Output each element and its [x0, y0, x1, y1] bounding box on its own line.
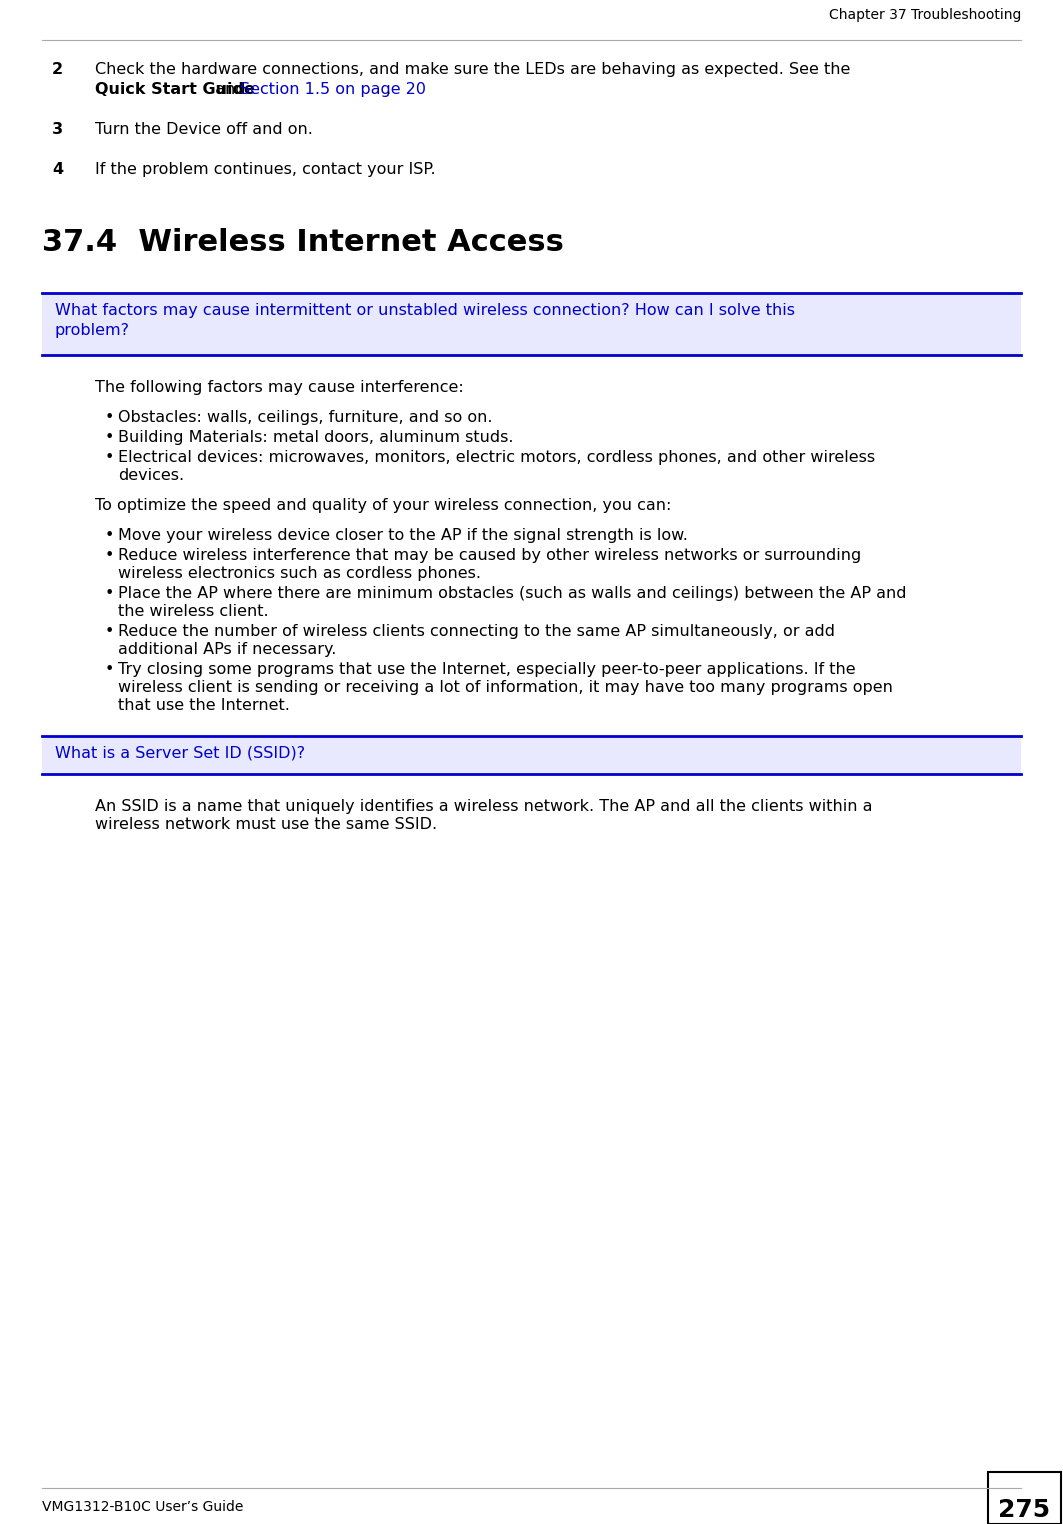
Text: that use the Internet.: that use the Internet. [118, 698, 290, 713]
Text: If the problem continues, contact your ISP.: If the problem continues, contact your I… [95, 162, 436, 177]
Text: What is a Server Set ID (SSID)?: What is a Server Set ID (SSID)? [55, 747, 305, 760]
Text: the wireless client.: the wireless client. [118, 604, 269, 619]
Text: Chapter 37 Troubleshooting: Chapter 37 Troubleshooting [829, 8, 1020, 21]
Text: Obstacles: walls, ceilings, furniture, and so on.: Obstacles: walls, ceilings, furniture, a… [118, 410, 492, 425]
Text: wireless network must use the same SSID.: wireless network must use the same SSID. [95, 817, 437, 832]
Text: Reduce wireless interference that may be caused by other wireless networks or su: Reduce wireless interference that may be… [118, 549, 861, 562]
Text: To optimize the speed and quality of your wireless connection, you can:: To optimize the speed and quality of you… [95, 498, 672, 514]
Text: Try closing some programs that use the Internet, especially peer-to-peer applica: Try closing some programs that use the I… [118, 661, 856, 677]
Text: wireless electronics such as cordless phones.: wireless electronics such as cordless ph… [118, 565, 480, 581]
Text: problem?: problem? [55, 323, 130, 338]
Text: 4: 4 [52, 162, 63, 177]
Text: •: • [105, 430, 115, 445]
Text: Turn the Device off and on.: Turn the Device off and on. [95, 122, 313, 137]
Text: devices.: devices. [118, 468, 184, 483]
FancyBboxPatch shape [988, 1472, 1061, 1524]
Text: additional APs if necessary.: additional APs if necessary. [118, 642, 336, 657]
Text: 37.4  Wireless Internet Access: 37.4 Wireless Internet Access [43, 229, 563, 258]
Text: Electrical devices: microwaves, monitors, electric motors, cordless phones, and : Electrical devices: microwaves, monitors… [118, 450, 875, 465]
Text: Section 1.5 on page 20: Section 1.5 on page 20 [240, 82, 426, 98]
Text: An SSID is a name that uniquely identifies a wireless network. The AP and all th: An SSID is a name that uniquely identifi… [95, 799, 873, 814]
FancyBboxPatch shape [43, 736, 1020, 774]
Text: Check the hardware connections, and make sure the LEDs are behaving as expected.: Check the hardware connections, and make… [95, 62, 850, 78]
Text: •: • [105, 549, 115, 562]
Text: VMG1312-B10C User’s Guide: VMG1312-B10C User’s Guide [43, 1500, 243, 1513]
Text: •: • [105, 623, 115, 639]
Text: •: • [105, 450, 115, 465]
Text: •: • [105, 587, 115, 600]
Text: .: . [385, 82, 390, 98]
Text: Quick Start Guide: Quick Start Guide [95, 82, 255, 98]
Text: and: and [210, 82, 251, 98]
Text: Move your wireless device closer to the AP if the signal strength is low.: Move your wireless device closer to the … [118, 527, 688, 543]
Text: The following factors may cause interference:: The following factors may cause interfer… [95, 379, 463, 395]
Text: •: • [105, 410, 115, 425]
Text: What factors may cause intermittent or unstabled wireless connection? How can I : What factors may cause intermittent or u… [55, 303, 795, 319]
Text: Building Materials: metal doors, aluminum studs.: Building Materials: metal doors, aluminu… [118, 430, 513, 445]
Text: Reduce the number of wireless clients connecting to the same AP simultaneously, : Reduce the number of wireless clients co… [118, 623, 836, 639]
Text: 3: 3 [52, 122, 63, 137]
Text: wireless client is sending or receiving a lot of information, it may have too ma: wireless client is sending or receiving … [118, 680, 893, 695]
FancyBboxPatch shape [43, 293, 1020, 355]
Text: 275: 275 [998, 1498, 1050, 1522]
Text: 2: 2 [52, 62, 63, 78]
Text: Place the AP where there are minimum obstacles (such as walls and ceilings) betw: Place the AP where there are minimum obs… [118, 587, 907, 600]
Text: •: • [105, 527, 115, 543]
Text: •: • [105, 661, 115, 677]
